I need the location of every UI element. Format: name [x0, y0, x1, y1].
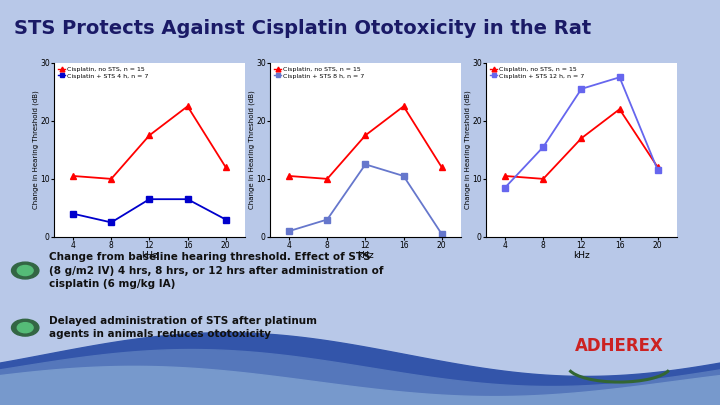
Text: STS Protects Against Cisplatin Ototoxicity in the Rat: STS Protects Against Cisplatin Ototoxici…	[14, 19, 592, 38]
Ellipse shape	[17, 266, 33, 275]
Y-axis label: Change in Hearing Threshold (dB): Change in Hearing Threshold (dB)	[464, 90, 471, 209]
X-axis label: kHz: kHz	[573, 252, 590, 260]
Y-axis label: Change in Hearing Threshold (dB): Change in Hearing Threshold (dB)	[32, 90, 39, 209]
Ellipse shape	[17, 323, 33, 333]
Ellipse shape	[12, 262, 39, 279]
Text: Change from baseline hearing threshold. Effect of STS
(8 g/m2 IV) 4 hrs, 8 hrs, : Change from baseline hearing threshold. …	[49, 252, 384, 289]
Polygon shape	[0, 333, 720, 405]
Y-axis label: Change in Hearing Threshold (dB): Change in Hearing Threshold (dB)	[248, 90, 255, 209]
X-axis label: kHz: kHz	[357, 252, 374, 260]
Legend: Cisplatin, no STS, n = 15, Cisplatin + STS 8 h, n = 7: Cisplatin, no STS, n = 15, Cisplatin + S…	[273, 66, 365, 79]
Legend: Cisplatin, no STS, n = 15, Cisplatin + STS 4 h, n = 7: Cisplatin, no STS, n = 15, Cisplatin + S…	[57, 66, 149, 79]
Polygon shape	[0, 350, 720, 405]
Text: ADHEREX: ADHEREX	[575, 337, 664, 355]
Legend: Cisplatin, no STS, n = 15, Cisplatin + STS 12 h, n = 7: Cisplatin, no STS, n = 15, Cisplatin + S…	[489, 66, 585, 79]
Polygon shape	[0, 367, 720, 405]
X-axis label: kHz: kHz	[141, 252, 158, 260]
Ellipse shape	[12, 319, 39, 336]
Text: Delayed administration of STS after platinum
agents in animals reduces ototoxici: Delayed administration of STS after plat…	[49, 316, 317, 339]
